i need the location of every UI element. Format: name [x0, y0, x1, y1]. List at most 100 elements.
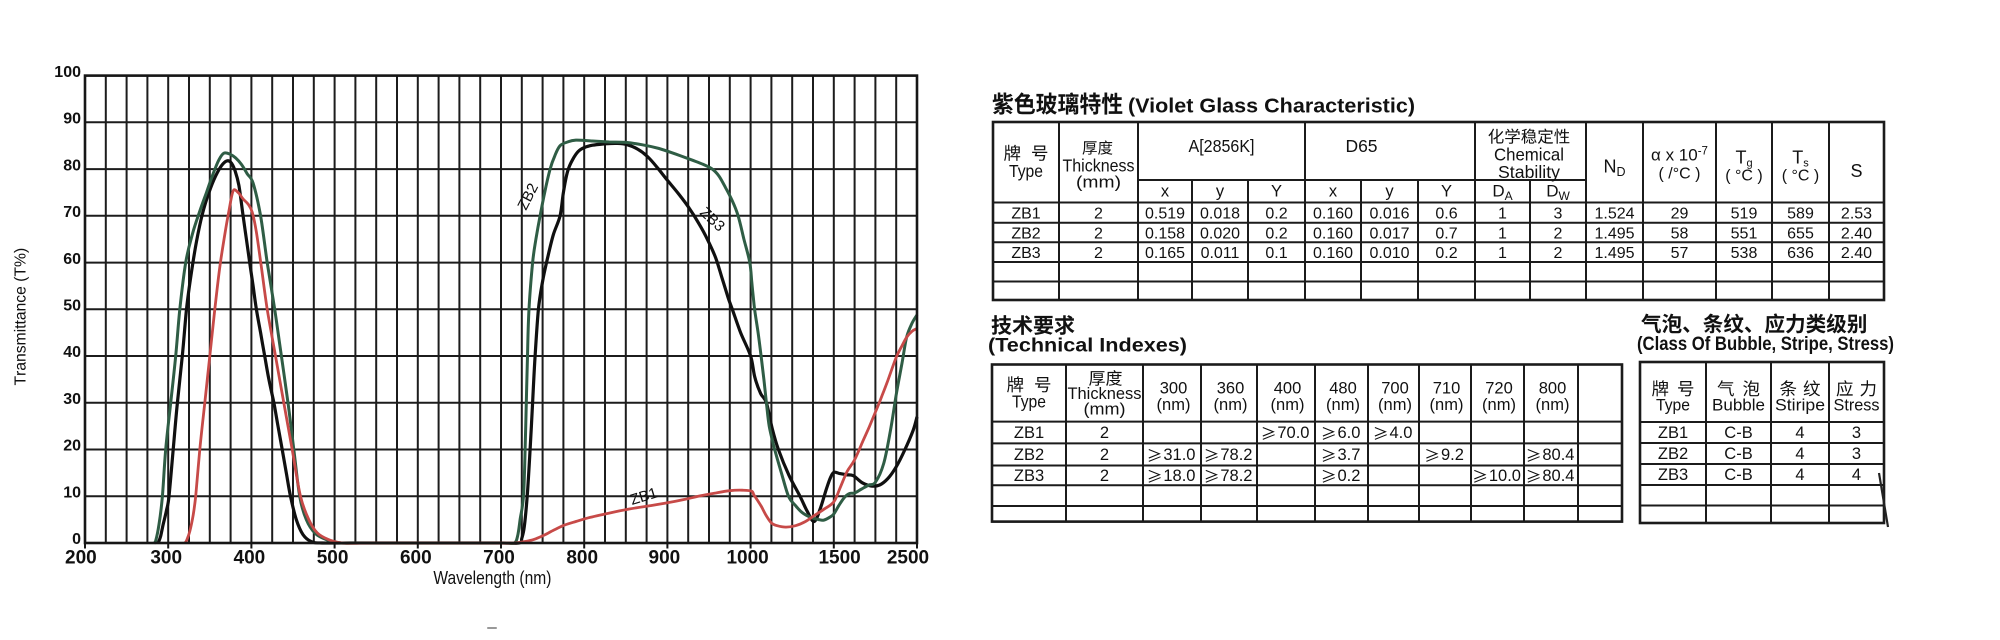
svg-text:2: 2: [1094, 245, 1103, 262]
svg-text:0.160: 0.160: [1313, 245, 1353, 262]
svg-text:655: 655: [1787, 225, 1814, 242]
svg-text:0.1: 0.1: [1265, 245, 1287, 262]
svg-text:A[2856K]: A[2856K]: [1189, 136, 1255, 156]
svg-text:0.2: 0.2: [1337, 467, 1360, 485]
svg-text:ZB3: ZB3: [1014, 467, 1044, 485]
svg-text:ZB2: ZB2: [1014, 446, 1044, 464]
svg-text:551: 551: [1731, 225, 1758, 242]
svg-text:4: 4: [1795, 424, 1804, 442]
svg-text:70: 70: [63, 204, 81, 221]
svg-text:30: 30: [63, 391, 81, 408]
svg-text:0.165: 0.165: [1145, 245, 1185, 262]
svg-text:ZB3: ZB3: [1011, 245, 1040, 262]
svg-text:900: 900: [649, 548, 681, 569]
svg-text:S: S: [1850, 161, 1862, 181]
svg-text:40: 40: [63, 344, 81, 361]
svg-text:78.2: 78.2: [1220, 446, 1252, 464]
svg-text:2.53: 2.53: [1841, 205, 1872, 222]
svg-text:2: 2: [1094, 205, 1103, 222]
svg-text:0.2: 0.2: [1265, 205, 1287, 222]
svg-text:80: 80: [63, 157, 81, 174]
svg-text:4: 4: [1795, 445, 1804, 463]
svg-text:6.0: 6.0: [1337, 424, 1360, 442]
svg-text:(nm): (nm): [1482, 396, 1516, 414]
svg-text:0.020: 0.020: [1200, 225, 1240, 242]
svg-text:600: 600: [400, 548, 432, 569]
svg-text:500: 500: [317, 548, 349, 569]
svg-text:9.2: 9.2: [1441, 446, 1464, 464]
svg-text:Thickness: Thickness: [1063, 155, 1135, 175]
svg-text:300: 300: [1160, 380, 1188, 398]
svg-text:(nm): (nm): [1430, 396, 1464, 414]
svg-text:2: 2: [1554, 225, 1563, 242]
svg-text:58: 58: [1671, 225, 1689, 242]
svg-text:400: 400: [1274, 380, 1302, 398]
svg-text:720: 720: [1485, 380, 1513, 398]
svg-text:360: 360: [1217, 380, 1245, 398]
svg-text:x: x: [1161, 183, 1170, 201]
svg-text:2: 2: [1554, 245, 1563, 262]
svg-text:2.40: 2.40: [1841, 245, 1872, 262]
svg-text:0.7: 0.7: [1435, 225, 1457, 242]
svg-text:y: y: [1216, 183, 1225, 201]
svg-text:4: 4: [1795, 466, 1804, 484]
svg-text:0.2: 0.2: [1435, 245, 1457, 262]
svg-text:1: 1: [1498, 225, 1507, 242]
svg-text:(nm): (nm): [1271, 396, 1305, 414]
svg-text:Type: Type: [1656, 396, 1690, 415]
svg-text:y: y: [1385, 183, 1394, 201]
svg-text:3: 3: [1852, 445, 1861, 463]
svg-text:800: 800: [566, 548, 598, 569]
svg-text:10.0: 10.0: [1489, 467, 1521, 485]
svg-text:636: 636: [1787, 245, 1814, 262]
svg-text:700: 700: [1381, 380, 1409, 398]
svg-text:80.4: 80.4: [1542, 467, 1574, 485]
svg-text:2: 2: [1100, 446, 1109, 464]
svg-text:800: 800: [1539, 380, 1567, 398]
svg-text:1500: 1500: [818, 548, 860, 569]
svg-text:60: 60: [63, 251, 81, 268]
svg-text:1: 1: [1498, 245, 1507, 262]
svg-text:ZB2: ZB2: [1658, 445, 1688, 463]
svg-text:Y: Y: [1271, 183, 1282, 201]
svg-text:200: 200: [65, 548, 97, 569]
svg-text:0.011: 0.011: [1201, 245, 1240, 262]
svg-text:70.0: 70.0: [1277, 424, 1309, 442]
svg-text:Y: Y: [1441, 183, 1452, 201]
svg-text:Stability: Stability: [1498, 162, 1560, 182]
svg-text:(Class Of Bubble, Stripe, Stre: (Class Of Bubble, Stripe, Stress): [1637, 334, 1894, 355]
svg-text:710: 710: [1433, 380, 1461, 398]
svg-text:ZB2: ZB2: [1011, 225, 1040, 242]
svg-text:( °C ): ( °C ): [1782, 168, 1820, 185]
svg-text:( /°C ): ( /°C ): [1659, 166, 1701, 183]
svg-text:2.40: 2.40: [1841, 225, 1872, 242]
svg-text:ZB1: ZB1: [1658, 424, 1688, 442]
svg-text:(Violet Glass Characteristic): (Violet Glass Characteristic): [1128, 96, 1415, 118]
svg-text:0.6: 0.6: [1435, 205, 1457, 222]
svg-text:31.0: 31.0: [1163, 446, 1195, 464]
svg-text:2: 2: [1100, 467, 1109, 485]
svg-text:D65: D65: [1345, 136, 1377, 156]
svg-text:(nm): (nm): [1536, 396, 1570, 414]
svg-text:(nm): (nm): [1326, 396, 1360, 414]
svg-text:589: 589: [1787, 205, 1814, 222]
svg-text:0.010: 0.010: [1369, 245, 1409, 262]
svg-text:0.017: 0.017: [1369, 225, 1409, 242]
svg-text:0.016: 0.016: [1369, 205, 1409, 222]
svg-text:4: 4: [1852, 466, 1861, 484]
svg-text:(mm): (mm): [1076, 173, 1121, 192]
svg-text:(mm): (mm): [1084, 400, 1126, 419]
svg-text:ZB1: ZB1: [1011, 205, 1040, 222]
svg-text:400: 400: [234, 548, 266, 569]
svg-text:(nm): (nm): [1214, 396, 1248, 414]
svg-text:50: 50: [63, 298, 81, 315]
svg-text:Stress: Stress: [1834, 396, 1880, 415]
svg-text:Chemical: Chemical: [1494, 145, 1564, 165]
svg-text:78.2: 78.2: [1220, 467, 1252, 485]
svg-text:0.519: 0.519: [1145, 205, 1185, 222]
svg-text:ZB3: ZB3: [1658, 466, 1688, 484]
svg-text:Stiripe: Stiripe: [1775, 396, 1825, 415]
svg-text:80.4: 80.4: [1542, 446, 1574, 464]
svg-text:C-B: C-B: [1724, 445, 1752, 463]
svg-text:(Technical Indexes): (Technical Indexes): [988, 336, 1187, 357]
